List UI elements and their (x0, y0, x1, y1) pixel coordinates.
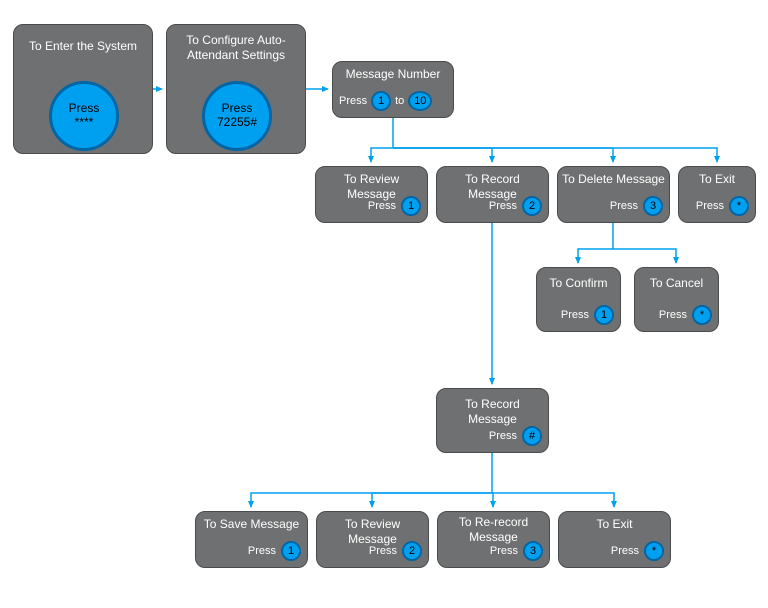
edge (578, 223, 613, 263)
press-row: Press 3 (490, 541, 543, 561)
node-delete-message: To Delete Message Press 3 (557, 166, 670, 223)
node-title: To Save Message (196, 517, 307, 532)
node-message-number: Message Number Press 1 to 10 (332, 61, 454, 118)
press-row: Press 1 (561, 305, 614, 325)
press-label: Press (489, 431, 517, 442)
keypad-key: 2 (529, 200, 535, 212)
press-label: Press (248, 546, 276, 557)
node-title: To Exit (559, 517, 670, 532)
node-enter-system: To Enter the System Press**** (13, 24, 153, 154)
keypad-circle: 2 (402, 541, 422, 561)
keypad-key: 1 (288, 545, 294, 557)
edge (393, 148, 717, 162)
node-record-message-2: To Record Message Press # (436, 388, 549, 453)
node-confirm: To Confirm Press 1 (536, 267, 621, 332)
node-review-message: To Review MessagePress1 (315, 166, 428, 223)
keypad-key: * (737, 200, 741, 212)
keypad-circle: Press**** (49, 81, 119, 151)
press-label: Press (659, 310, 687, 321)
keypad-key: **** (69, 116, 100, 130)
press-label: Press (611, 546, 639, 557)
keypad-key: 72255# (217, 116, 257, 130)
keypad-key: * (652, 545, 656, 557)
keypad-key: 1 (601, 309, 607, 321)
range-to: 10 (414, 95, 426, 107)
keypad-circle: 1 (401, 196, 421, 216)
edge (492, 493, 614, 507)
press-label: Press (561, 310, 589, 321)
press-row: Press 3 (610, 196, 663, 216)
keypad-circle: 3 (523, 541, 543, 561)
press-label: Press (217, 102, 257, 116)
keypad-circle: * (644, 541, 664, 561)
press-row: Press * (611, 541, 664, 561)
keypad-circle: 1 (594, 305, 614, 325)
press-row: Press * (696, 196, 749, 216)
press-label: Press (490, 546, 518, 557)
node-re-record-message: To Re-record MessagePress3 (437, 511, 550, 568)
edge (371, 118, 393, 162)
keypad-circle: * (729, 196, 749, 216)
edge (393, 148, 613, 162)
node-record-message: To Record MessagePress2 (436, 166, 549, 223)
press-label: Press (69, 102, 100, 116)
press-label: Press (489, 201, 517, 212)
edge (393, 148, 492, 162)
keypad-circle: 2 (522, 196, 542, 216)
node-title: To Delete Message (558, 172, 669, 187)
keypad-key: 3 (650, 200, 656, 212)
press-label: Press (339, 96, 367, 107)
keypad-circle: * (692, 305, 712, 325)
range-from: 1 (378, 95, 384, 107)
press-row: Press * (659, 305, 712, 325)
press-row: Press 1 (368, 196, 421, 216)
node-title: To Exit (679, 172, 755, 187)
press-label: Press (696, 201, 724, 212)
node-title: Message Number (333, 67, 453, 82)
keypad-circle: # (522, 426, 542, 446)
press-label: Press (369, 546, 397, 557)
node-exit: To Exit Press * (678, 166, 756, 223)
keypad-key: 2 (409, 545, 415, 557)
node-title: To Cancel (635, 276, 718, 291)
press-label: Press (368, 201, 396, 212)
keypad-circle: Press72255# (202, 81, 272, 151)
keypad-key: * (700, 309, 704, 321)
edge (372, 493, 492, 507)
keypad-key: # (529, 430, 535, 442)
keypad-key: 1 (408, 200, 414, 212)
flowchart-canvas: To Enter the System Press**** To Configu… (0, 0, 768, 608)
keypad-circle: 1 (281, 541, 301, 561)
edge (492, 493, 493, 507)
node-title: To Configure Auto-Attendant Settings (167, 33, 305, 63)
edge (251, 453, 492, 507)
node-save-message: To Save Message Press 1 (195, 511, 308, 568)
press-row: Press 2 (489, 196, 542, 216)
keypad-circle: 3 (643, 196, 663, 216)
node-configure-settings: To Configure Auto-Attendant Settings Pre… (166, 24, 306, 154)
keypad-key: 3 (530, 545, 536, 557)
node-cancel: To Cancel Press * (634, 267, 719, 332)
node-review-message-2: To Review MessagePress2 (316, 511, 429, 568)
edge (613, 249, 676, 263)
to-label: to (395, 96, 404, 107)
node-title: To Enter the System (14, 39, 152, 54)
press-row: Press # (489, 426, 542, 446)
press-row: Press 1 (248, 541, 301, 561)
range-to-circle: 10 (408, 91, 432, 111)
press-label: Press (610, 201, 638, 212)
range-row: Press 1 to 10 (339, 91, 432, 111)
node-exit-2: To Exit Press * (558, 511, 671, 568)
range-from-circle: 1 (371, 91, 391, 111)
node-title: To Record Message (437, 397, 548, 427)
node-title: To Confirm (537, 276, 620, 291)
press-row: Press 2 (369, 541, 422, 561)
